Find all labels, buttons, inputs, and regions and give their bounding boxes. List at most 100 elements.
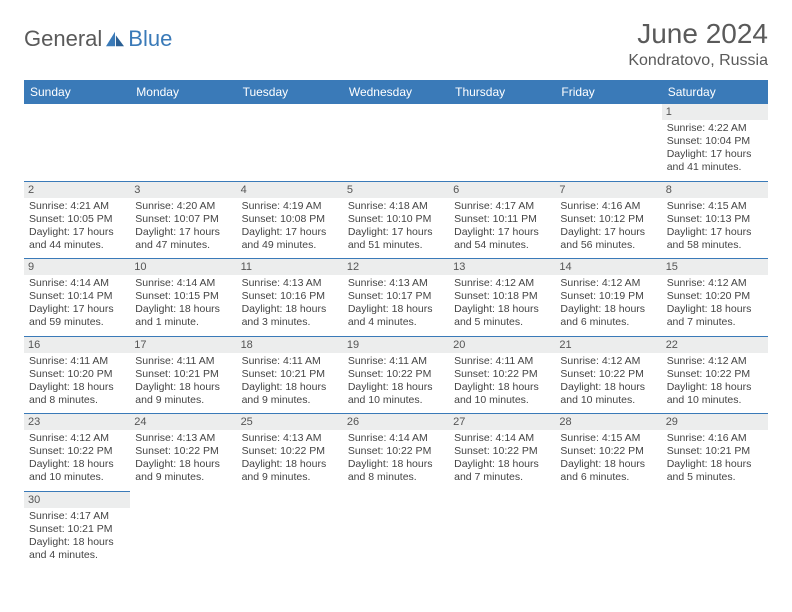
daylight-line: Daylight: 17 hours and 51 minutes. [348,226,444,252]
calendar-cell: 16Sunrise: 4:11 AMSunset: 10:20 PMDaylig… [24,336,130,414]
calendar-cell: 2Sunrise: 4:21 AMSunset: 10:05 PMDayligh… [24,181,130,259]
calendar-cell: 3Sunrise: 4:20 AMSunset: 10:07 PMDayligh… [130,181,236,259]
sunset-line: Sunset: 10:22 PM [560,445,656,458]
calendar-cell [449,104,555,181]
sunrise-line: Sunrise: 4:11 AM [135,355,231,368]
sunset-line: Sunset: 10:21 PM [242,368,338,381]
daylight-line: Daylight: 18 hours and 8 minutes. [29,381,125,407]
daylight-line: Daylight: 18 hours and 9 minutes. [242,381,338,407]
day-number: 1 [662,104,768,120]
calendar-cell [24,104,130,181]
sunset-line: Sunset: 10:14 PM [29,290,125,303]
sunset-line: Sunset: 10:04 PM [667,135,763,148]
weekday-header: Saturday [662,80,768,104]
day-number: 4 [237,182,343,198]
sunset-line: Sunset: 10:10 PM [348,213,444,226]
weekday-header: Monday [130,80,236,104]
day-number: 28 [555,414,661,430]
day-number: 23 [24,414,130,430]
day-number: 10 [130,259,236,275]
calendar-cell: 27Sunrise: 4:14 AMSunset: 10:22 PMDaylig… [449,414,555,492]
calendar-cell [555,104,661,181]
calendar-cell: 23Sunrise: 4:12 AMSunset: 10:22 PMDaylig… [24,414,130,492]
daylight-line: Daylight: 18 hours and 6 minutes. [560,303,656,329]
day-number: 19 [343,337,449,353]
day-number: 16 [24,337,130,353]
calendar-cell: 13Sunrise: 4:12 AMSunset: 10:18 PMDaylig… [449,259,555,337]
sunrise-line: Sunrise: 4:22 AM [667,122,763,135]
day-number: 21 [555,337,661,353]
day-number: 12 [343,259,449,275]
sunrise-line: Sunrise: 4:14 AM [29,277,125,290]
day-number: 6 [449,182,555,198]
calendar-cell: 6Sunrise: 4:17 AMSunset: 10:11 PMDayligh… [449,181,555,259]
sunrise-line: Sunrise: 4:13 AM [135,432,231,445]
day-number: 9 [24,259,130,275]
sunset-line: Sunset: 10:22 PM [135,445,231,458]
daylight-line: Daylight: 18 hours and 7 minutes. [667,303,763,329]
daylight-line: Daylight: 18 hours and 5 minutes. [454,303,550,329]
sunrise-line: Sunrise: 4:12 AM [454,277,550,290]
calendar-cell: 10Sunrise: 4:14 AMSunset: 10:15 PMDaylig… [130,259,236,337]
daylight-line: Daylight: 18 hours and 6 minutes. [560,458,656,484]
day-number: 27 [449,414,555,430]
calendar-cell: 9Sunrise: 4:14 AMSunset: 10:14 PMDayligh… [24,259,130,337]
sunrise-line: Sunrise: 4:12 AM [667,277,763,290]
calendar-cell [662,491,768,568]
calendar-table: SundayMondayTuesdayWednesdayThursdayFrid… [24,80,768,568]
month-title: June 2024 [628,18,768,50]
sunrise-line: Sunrise: 4:21 AM [29,200,125,213]
sunrise-line: Sunrise: 4:12 AM [560,277,656,290]
daylight-line: Daylight: 17 hours and 54 minutes. [454,226,550,252]
sunrise-line: Sunrise: 4:13 AM [348,277,444,290]
sunset-line: Sunset: 10:22 PM [348,445,444,458]
location: Kondratovo, Russia [628,52,768,70]
day-number: 30 [24,492,130,508]
sunset-line: Sunset: 10:20 PM [667,290,763,303]
sunset-line: Sunset: 10:17 PM [348,290,444,303]
daylight-line: Daylight: 18 hours and 7 minutes. [454,458,550,484]
calendar-cell: 18Sunrise: 4:11 AMSunset: 10:21 PMDaylig… [237,336,343,414]
day-number: 14 [555,259,661,275]
calendar-cell [237,491,343,568]
calendar-cell: 29Sunrise: 4:16 AMSunset: 10:21 PMDaylig… [662,414,768,492]
calendar-cell: 17Sunrise: 4:11 AMSunset: 10:21 PMDaylig… [130,336,236,414]
sunset-line: Sunset: 10:12 PM [560,213,656,226]
sunset-line: Sunset: 10:22 PM [348,368,444,381]
calendar-cell: 12 Sunrise: 4:13 AMSunset: 10:17 PMDaylig… [343,259,449,337]
sunrise-line: Sunrise: 4:14 AM [135,277,231,290]
calendar-cell: 11Sunrise: 4:13 AMSunset: 10:16 PMDaylig… [237,259,343,337]
sunrise-line: Sunrise: 4:11 AM [454,355,550,368]
daylight-line: Daylight: 18 hours and 1 minute. [135,303,231,329]
sunrise-line: Sunrise: 4:14 AM [348,432,444,445]
day-number: 8 [662,182,768,198]
calendar-cell: 28Sunrise: 4:15 AMSunset: 10:22 PMDaylig… [555,414,661,492]
sunrise-line: Sunrise: 4:16 AM [667,432,763,445]
daylight-line: Daylight: 17 hours and 58 minutes. [667,226,763,252]
calendar-cell [130,491,236,568]
calendar-cell: 15Sunrise: 4:12 AMSunset: 10:20 PMDaylig… [662,259,768,337]
daylight-line: Daylight: 18 hours and 4 minutes. [348,303,444,329]
calendar-cell [343,104,449,181]
daylight-line: Daylight: 18 hours and 9 minutes. [135,381,231,407]
sunrise-line: Sunrise: 4:12 AM [29,432,125,445]
calendar-cell: 26Sunrise: 4:14 AMSunset: 10:22 PMDaylig… [343,414,449,492]
calendar-cell: 4Sunrise: 4:19 AMSunset: 10:08 PMDayligh… [237,181,343,259]
daylight-line: Daylight: 18 hours and 9 minutes. [135,458,231,484]
day-number: 26 [343,414,449,430]
sunrise-line: Sunrise: 4:15 AM [667,200,763,213]
sail-icon [104,30,126,48]
sunrise-line: Sunrise: 4:12 AM [560,355,656,368]
calendar-cell: 7Sunrise: 4:16 AMSunset: 10:12 PMDayligh… [555,181,661,259]
calendar-cell: 1Sunrise: 4:22 AMSunset: 10:04 PMDayligh… [662,104,768,181]
sunrise-line: Sunrise: 4:11 AM [242,355,338,368]
logo: General Blue [24,18,172,52]
sunset-line: Sunset: 10:22 PM [454,445,550,458]
weekday-header: Wednesday [343,80,449,104]
daylight-line: Daylight: 18 hours and 10 minutes. [560,381,656,407]
sunset-line: Sunset: 10:19 PM [560,290,656,303]
day-number: 11 [237,259,343,275]
sunset-line: Sunset: 10:11 PM [454,213,550,226]
sunrise-line: Sunrise: 4:11 AM [348,355,444,368]
calendar-cell: 25Sunrise: 4:13 AMSunset: 10:22 PMDaylig… [237,414,343,492]
